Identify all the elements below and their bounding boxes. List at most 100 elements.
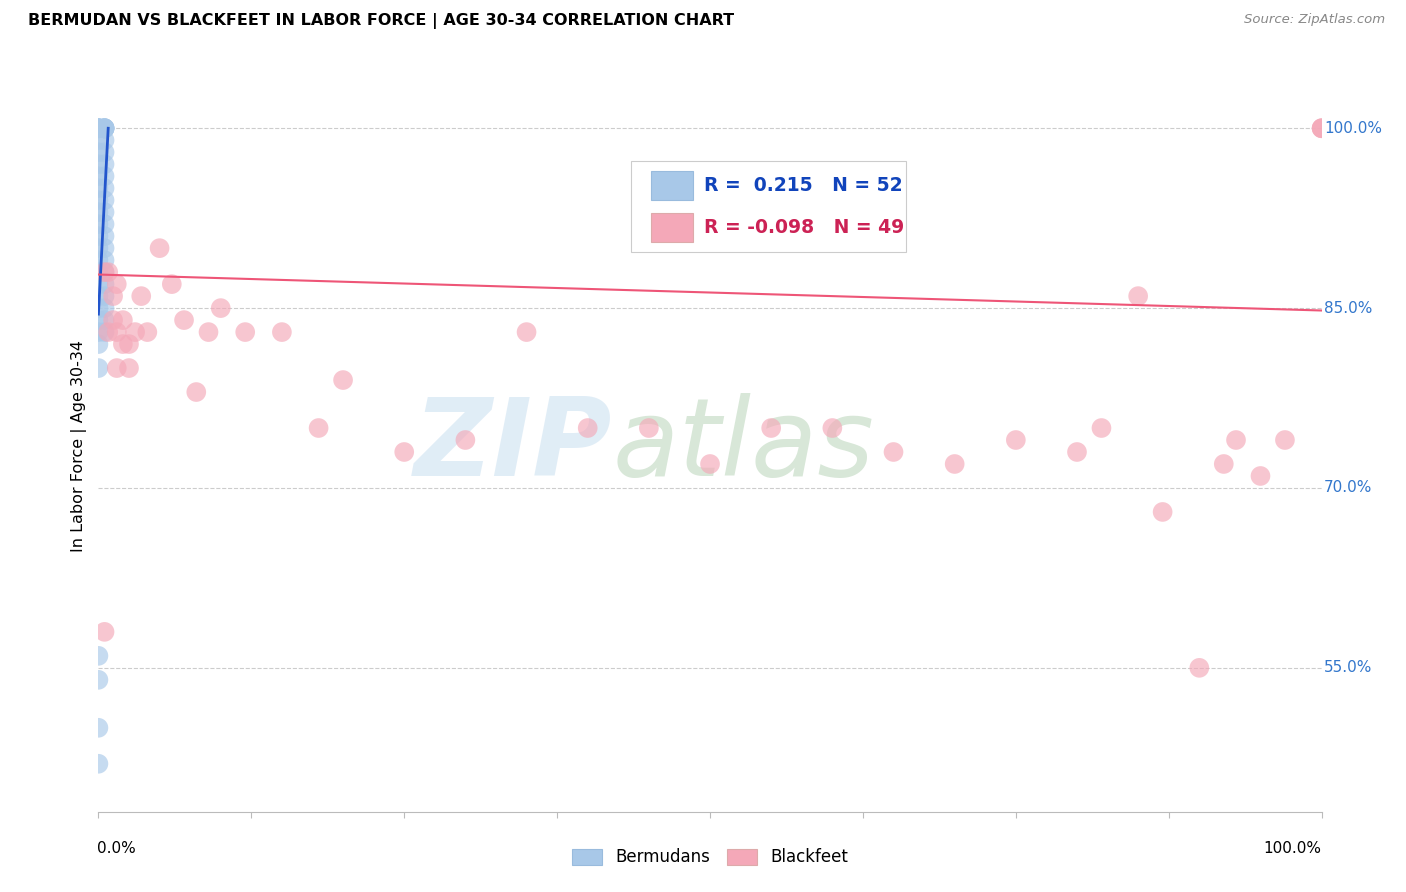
Point bbox=[93, 624, 115, 639]
Point bbox=[93, 265, 115, 279]
Point bbox=[1128, 289, 1150, 303]
Point bbox=[87, 121, 110, 136]
Point bbox=[118, 337, 141, 351]
Point bbox=[1274, 433, 1296, 447]
Point bbox=[1188, 661, 1211, 675]
Point bbox=[87, 121, 110, 136]
Point bbox=[160, 277, 183, 292]
Point bbox=[308, 421, 330, 435]
Point bbox=[1212, 457, 1234, 471]
FancyBboxPatch shape bbox=[651, 170, 693, 200]
Point bbox=[93, 217, 115, 231]
Point bbox=[173, 313, 195, 327]
Point bbox=[93, 121, 115, 136]
Point bbox=[101, 313, 124, 327]
Point bbox=[87, 325, 110, 339]
Point bbox=[1090, 421, 1112, 435]
Point bbox=[197, 325, 219, 339]
Point bbox=[97, 325, 120, 339]
FancyBboxPatch shape bbox=[630, 161, 905, 252]
Point bbox=[883, 445, 905, 459]
Point bbox=[93, 121, 115, 136]
Point bbox=[576, 421, 599, 435]
Point bbox=[87, 721, 110, 735]
Text: BERMUDAN VS BLACKFEET IN LABOR FORCE | AGE 30-34 CORRELATION CHART: BERMUDAN VS BLACKFEET IN LABOR FORCE | A… bbox=[28, 13, 734, 29]
Point bbox=[87, 121, 110, 136]
Text: ZIP: ZIP bbox=[413, 393, 612, 499]
Point bbox=[124, 325, 146, 339]
Point bbox=[93, 241, 115, 255]
Point bbox=[1249, 469, 1271, 483]
Point bbox=[87, 169, 110, 184]
Point bbox=[87, 313, 110, 327]
Point bbox=[87, 241, 110, 255]
Point bbox=[392, 445, 416, 459]
Point bbox=[1310, 121, 1333, 136]
Point bbox=[1066, 445, 1088, 459]
Point bbox=[87, 265, 110, 279]
Point bbox=[1004, 433, 1026, 447]
Point bbox=[93, 253, 115, 268]
Point bbox=[943, 457, 966, 471]
Point bbox=[93, 169, 115, 184]
Point bbox=[93, 181, 115, 195]
Point bbox=[454, 433, 477, 447]
Point bbox=[105, 277, 128, 292]
Point bbox=[93, 121, 115, 136]
Point bbox=[93, 265, 115, 279]
Text: 55.0%: 55.0% bbox=[1324, 660, 1372, 675]
Text: atlas: atlas bbox=[612, 393, 875, 499]
Point bbox=[93, 121, 115, 136]
Point bbox=[93, 313, 115, 327]
Point bbox=[129, 289, 152, 303]
Point bbox=[1310, 121, 1333, 136]
Text: 100.0%: 100.0% bbox=[1324, 120, 1382, 136]
Point bbox=[149, 241, 172, 255]
Text: 70.0%: 70.0% bbox=[1324, 481, 1372, 495]
Point bbox=[233, 325, 256, 339]
Point bbox=[332, 373, 354, 387]
Point bbox=[87, 337, 110, 351]
Point bbox=[87, 301, 110, 315]
Point bbox=[87, 121, 110, 136]
Point bbox=[93, 133, 115, 147]
Point bbox=[101, 289, 124, 303]
Point bbox=[93, 145, 115, 160]
Point bbox=[87, 145, 110, 160]
Point bbox=[87, 121, 110, 136]
Legend: Bermudans, Blackfeet: Bermudans, Blackfeet bbox=[565, 841, 855, 873]
Point bbox=[93, 289, 115, 303]
Text: 0.0%: 0.0% bbox=[97, 841, 136, 856]
Point bbox=[87, 673, 110, 687]
Point bbox=[87, 157, 110, 171]
Point bbox=[87, 133, 110, 147]
Point bbox=[93, 121, 115, 136]
Point bbox=[105, 361, 128, 376]
Text: 100.0%: 100.0% bbox=[1264, 841, 1322, 856]
Point bbox=[637, 421, 661, 435]
Point bbox=[118, 361, 141, 376]
Point bbox=[1310, 121, 1333, 136]
Y-axis label: In Labor Force | Age 30-34: In Labor Force | Age 30-34 bbox=[72, 340, 87, 552]
Point bbox=[87, 277, 110, 292]
Point bbox=[93, 301, 115, 315]
Point bbox=[93, 205, 115, 219]
Point bbox=[186, 385, 208, 400]
Text: R =  0.215   N = 52: R = 0.215 N = 52 bbox=[704, 176, 903, 195]
Point bbox=[761, 421, 783, 435]
Point bbox=[93, 193, 115, 207]
Point bbox=[93, 277, 115, 292]
Point bbox=[87, 229, 110, 244]
Point bbox=[515, 325, 537, 339]
Point bbox=[1225, 433, 1247, 447]
Point bbox=[136, 325, 159, 339]
Point bbox=[87, 121, 110, 136]
Point bbox=[111, 313, 134, 327]
Point bbox=[87, 253, 110, 268]
Point bbox=[87, 289, 110, 303]
Point bbox=[699, 457, 721, 471]
Point bbox=[93, 325, 115, 339]
Point bbox=[93, 121, 115, 136]
Point bbox=[87, 217, 110, 231]
FancyBboxPatch shape bbox=[651, 213, 693, 242]
